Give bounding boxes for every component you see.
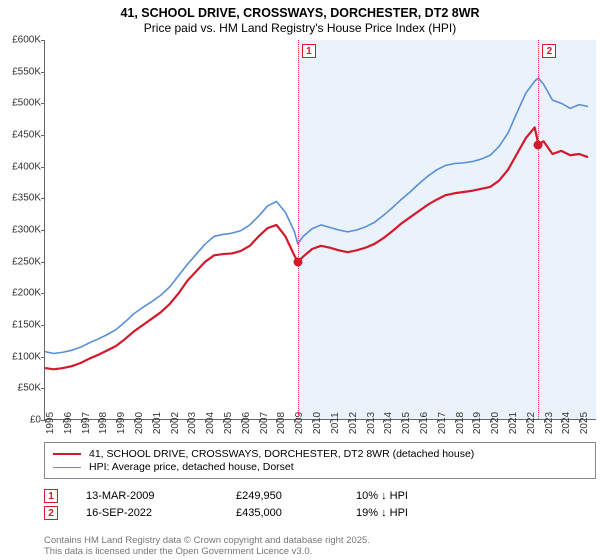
footer-line: This data is licensed under the Open Gov… <box>44 547 370 558</box>
y-tick <box>41 325 45 326</box>
transaction-date: 13-MAR-2009 <box>86 490 236 502</box>
transaction-dot <box>534 140 543 149</box>
x-axis-label: 2022 <box>526 412 537 434</box>
transaction-diff: 19% ↓ HPI <box>356 507 476 519</box>
y-axis-label: £600K <box>12 35 41 46</box>
x-axis-label: 2016 <box>419 412 430 434</box>
y-tick <box>41 388 45 389</box>
x-axis-label: 2018 <box>455 412 466 434</box>
x-axis-label: 2007 <box>259 412 270 434</box>
y-tick <box>41 72 45 73</box>
y-tick <box>41 103 45 104</box>
series-hpi <box>45 78 588 354</box>
transaction-vline <box>298 40 299 419</box>
transaction-vline <box>538 40 539 419</box>
line-chart: £0£50K£100K£150K£200K£250K£300K£350K£400… <box>44 40 596 420</box>
x-axis-label: 1997 <box>81 412 92 434</box>
y-axis-label: £250K <box>12 256 41 267</box>
legend-label: HPI: Average price, detached house, Dors… <box>89 461 294 473</box>
y-tick <box>41 198 45 199</box>
y-axis-label: £150K <box>12 320 41 331</box>
y-axis-label: £200K <box>12 288 41 299</box>
x-axis-label: 2015 <box>401 412 412 434</box>
x-axis-label: 2019 <box>472 412 483 434</box>
y-axis-label: £300K <box>12 225 41 236</box>
y-tick <box>41 40 45 41</box>
x-axis-label: 2014 <box>383 412 394 434</box>
x-axis-label: 2012 <box>348 412 359 434</box>
transaction-marker: 1 <box>44 489 58 503</box>
x-axis-label: 2023 <box>544 412 555 434</box>
y-axis-label: £350K <box>12 193 41 204</box>
x-axis-label: 2000 <box>134 412 145 434</box>
x-axis-label: 2006 <box>241 412 252 434</box>
x-axis-label: 2008 <box>276 412 287 434</box>
transaction-row: 2 16-SEP-2022 £435,000 19% ↓ HPI <box>44 506 596 520</box>
x-axis-label: 2011 <box>330 412 341 434</box>
title-subtitle: Price paid vs. HM Land Registry's House … <box>0 21 600 35</box>
transactions-table: 1 13-MAR-2009 £249,950 10% ↓ HPI 2 16-SE… <box>44 486 596 523</box>
transaction-dot <box>293 257 302 266</box>
series-price_paid <box>45 127 588 369</box>
legend-swatch <box>53 467 81 468</box>
legend-swatch <box>53 453 81 455</box>
x-axis-label: 2002 <box>170 412 181 434</box>
chart-title-block: 41, SCHOOL DRIVE, CROSSWAYS, DORCHESTER,… <box>0 0 600 37</box>
x-axis-label: 2021 <box>508 412 519 434</box>
legend-item: HPI: Average price, detached house, Dors… <box>53 461 587 473</box>
y-tick <box>41 167 45 168</box>
x-axis-label: 1998 <box>98 412 109 434</box>
transaction-row: 1 13-MAR-2009 £249,950 10% ↓ HPI <box>44 489 596 503</box>
legend-box: 41, SCHOOL DRIVE, CROSSWAYS, DORCHESTER,… <box>44 442 596 479</box>
transaction-price: £435,000 <box>236 507 356 519</box>
legend-label: 41, SCHOOL DRIVE, CROSSWAYS, DORCHESTER,… <box>89 448 474 460</box>
y-tick <box>41 135 45 136</box>
x-axis-label: 2024 <box>561 412 572 434</box>
x-axis-label: 2001 <box>152 412 163 434</box>
y-axis-label: £500K <box>12 98 41 109</box>
y-axis-label: £50K <box>18 383 41 394</box>
footer-attribution: Contains HM Land Registry data © Crown c… <box>44 536 370 558</box>
y-axis-label: £450K <box>12 130 41 141</box>
transaction-marker-box: 1 <box>302 44 316 58</box>
x-axis-label: 2003 <box>187 412 198 434</box>
x-axis-label: 2005 <box>223 412 234 434</box>
y-tick <box>41 357 45 358</box>
y-tick <box>41 262 45 263</box>
transaction-price: £249,950 <box>236 490 356 502</box>
x-axis-label: 2009 <box>294 412 305 434</box>
y-axis-label: £550K <box>12 66 41 77</box>
transaction-marker: 2 <box>44 506 58 520</box>
x-axis-label: 1996 <box>63 412 74 434</box>
transaction-diff: 10% ↓ HPI <box>356 490 476 502</box>
x-axis-label: 2004 <box>205 412 216 434</box>
y-tick <box>41 230 45 231</box>
transaction-date: 16-SEP-2022 <box>86 507 236 519</box>
x-axis-label: 2010 <box>312 412 323 434</box>
y-axis-label: £0 <box>30 415 41 426</box>
chart-svg <box>45 40 596 419</box>
title-address: 41, SCHOOL DRIVE, CROSSWAYS, DORCHESTER,… <box>0 6 600 20</box>
y-axis-label: £400K <box>12 161 41 172</box>
y-axis-label: £100K <box>12 351 41 362</box>
x-axis-label: 1995 <box>45 412 56 434</box>
transaction-marker-box: 2 <box>542 44 556 58</box>
x-axis-label: 2025 <box>579 412 590 434</box>
x-axis-label: 2020 <box>490 412 501 434</box>
x-axis-label: 2013 <box>366 412 377 434</box>
y-tick <box>41 293 45 294</box>
legend-item: 41, SCHOOL DRIVE, CROSSWAYS, DORCHESTER,… <box>53 448 587 460</box>
x-axis-label: 1999 <box>116 412 127 434</box>
x-axis-label: 2017 <box>437 412 448 434</box>
